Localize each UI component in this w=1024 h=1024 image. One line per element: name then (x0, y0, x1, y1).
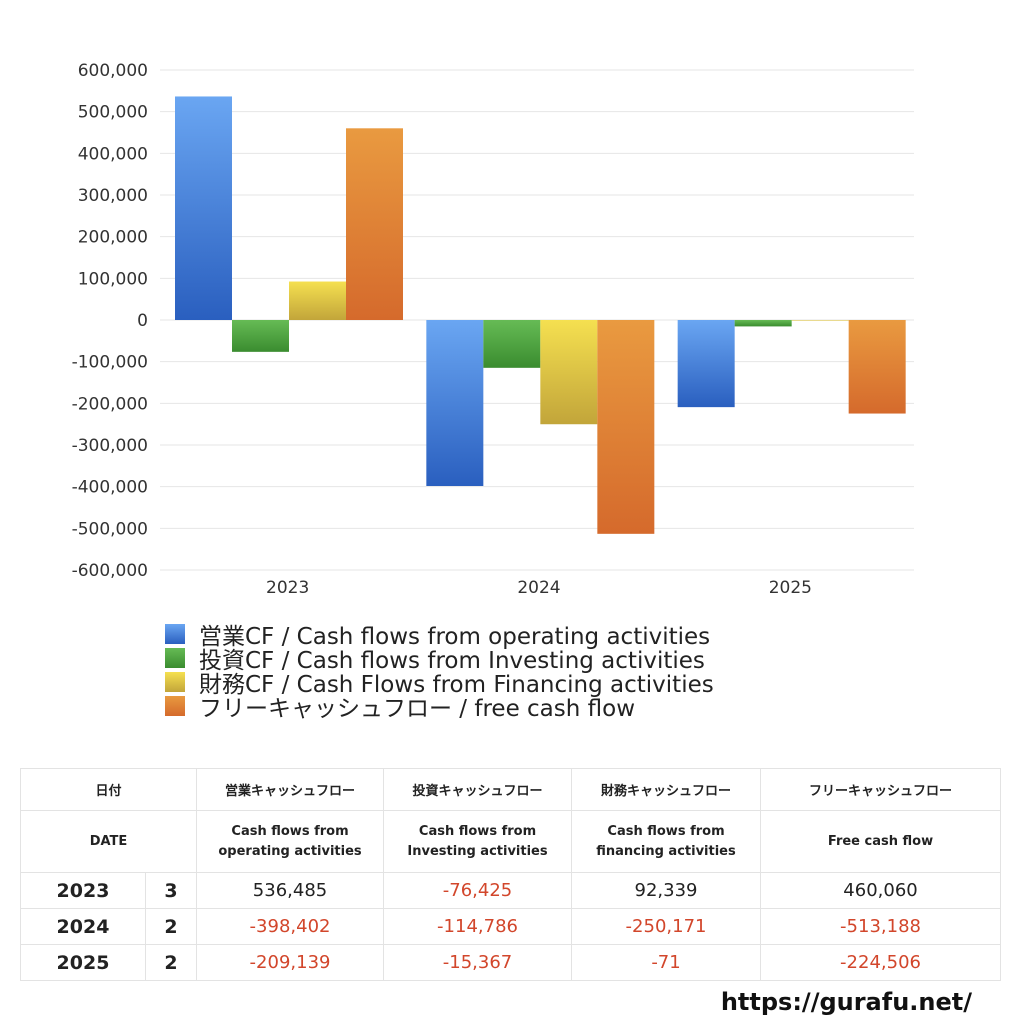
header-operating-en: Cash flows from operating activities (196, 810, 385, 873)
header-fcf-jp: フリーキャッシュフロー (760, 768, 1002, 811)
x-tick-label: 2023 (266, 578, 309, 598)
site-url[interactable]: https://gurafu.net/ (720, 988, 972, 1016)
legend-label-free-cash-flow: フリーキャッシュフロー / free cash flow (199, 696, 636, 722)
cash-flow-table: 日付 営業キャッシュフロー 投資キャッシュフロー 財務キャッシュフロー フリーキ… (19, 768, 1002, 981)
bar-2024-series-3 (597, 320, 655, 534)
bar-2024-series-0 (426, 320, 484, 487)
table-header-jp: 日付 営業キャッシュフロー 投資キャッシュフロー 財務キャッシュフロー フリーキ… (19, 768, 1002, 811)
legend-swatch-investing (165, 648, 185, 668)
row-investing: -114,786 (383, 908, 573, 945)
x-tick-label: 2025 (769, 578, 812, 598)
y-tick-label: 100,000 (78, 269, 148, 289)
row-year: 2024 (20, 908, 146, 945)
header-operating-en-line1: Cash flows from (231, 823, 349, 839)
y-tick-label: 500,000 (78, 103, 148, 123)
y-tick-label: -200,000 (72, 394, 148, 414)
row-operating: -398,402 (196, 908, 385, 945)
table-row: 2023 3 536,485 -76,425 92,339 460,060 (20, 872, 1002, 909)
x-tick-label: 2024 (517, 578, 560, 598)
y-tick-label: -600,000 (72, 561, 148, 581)
row-financing: 92,339 (571, 872, 762, 909)
row-financing: -250,171 (571, 908, 762, 945)
legend-item-free-cash-flow: フリーキャッシュフロー / free cash flow (165, 694, 714, 722)
bar-2023-series-3 (346, 128, 403, 320)
legend-item-investing: 投資CF / Cash flows from Investing activit… (165, 646, 714, 674)
header-date-en: DATE (19, 810, 198, 873)
table-row: 2025 2 -209,139 -15,367 -71 -224,506 (20, 944, 1002, 981)
header-investing-en: Cash flows from Investing activities (383, 810, 573, 873)
table-header-en: DATE Cash flows from operating activities… (19, 810, 1002, 873)
row-count: 2 (144, 908, 198, 945)
y-tick-label: -100,000 (72, 353, 148, 373)
row-operating: -209,139 (196, 944, 385, 981)
row-financing: -71 (571, 944, 762, 981)
row-investing: -15,367 (383, 944, 573, 981)
row-count: 2 (144, 944, 198, 981)
legend-swatch-free-cash-flow (165, 696, 185, 716)
legend-label-operating: 営業CF / Cash flows from operating activit… (199, 624, 711, 650)
row-investing: -76,425 (383, 872, 573, 909)
legend-label-investing: 投資CF / Cash flows from Investing activit… (199, 648, 705, 674)
header-financing-en: Cash flows from financing activities (571, 810, 762, 873)
header-operating-jp: 営業キャッシュフロー (196, 768, 385, 811)
header-financing-en-line2: financing activities (596, 843, 736, 859)
bar-2023-series-1 (232, 320, 289, 352)
row-fcf: -224,506 (760, 944, 1002, 981)
bar-2024-series-2 (540, 320, 598, 425)
row-year: 2023 (20, 872, 146, 909)
bar-2023-series-2 (289, 281, 346, 320)
chart-legend: 営業CF / Cash flows from operating activit… (165, 622, 714, 722)
bar-2023-series-0 (175, 96, 232, 320)
y-tick-label: -500,000 (72, 519, 148, 539)
legend-swatch-financing (165, 672, 185, 692)
bar-2025-series-1 (734, 320, 792, 327)
legend-label-financing: 財務CF / Cash Flows from Financing activit… (199, 672, 714, 698)
header-financing-en-line1: Cash flows from (607, 823, 725, 839)
y-tick-label: 600,000 (78, 61, 148, 81)
legend-item-financing: 財務CF / Cash Flows from Financing activit… (165, 670, 714, 698)
row-fcf: -513,188 (760, 908, 1002, 945)
y-tick-label: 300,000 (78, 186, 148, 206)
y-tick-label: 0 (137, 311, 148, 331)
header-date-jp: 日付 (19, 768, 198, 811)
header-investing-jp: 投資キャッシュフロー (383, 768, 573, 811)
y-tick-label: -300,000 (72, 436, 148, 456)
header-fcf-en: Free cash flow (760, 810, 1002, 873)
row-year: 2025 (20, 944, 146, 981)
y-tick-label: 200,000 (78, 228, 148, 248)
row-operating: 536,485 (196, 872, 385, 909)
header-investing-en-line1: Cash flows from (418, 823, 537, 839)
bar-2025-series-3 (848, 320, 906, 414)
row-fcf: 460,060 (760, 872, 1002, 909)
header-operating-en-line2: operating activities (218, 843, 362, 859)
y-tick-label: -400,000 (72, 478, 148, 498)
bar-2025-series-2 (791, 320, 849, 321)
header-investing-en-line2: Investing activities (407, 843, 548, 859)
y-tick-label: 400,000 (78, 144, 148, 164)
legend-item-operating: 営業CF / Cash flows from operating activit… (165, 622, 714, 650)
row-count: 3 (144, 872, 198, 909)
cash-flow-bar-chart: 600,000 500,000 400,000 300,000 200,000 100,0… (72, 61, 914, 598)
legend-swatch-operating (165, 624, 185, 644)
bar-2025-series-0 (677, 320, 735, 408)
header-financing-jp: 財務キャッシュフロー (571, 768, 762, 811)
table-row: 2024 2 -398,402 -114,786 -250,171 -513,1… (20, 908, 1002, 945)
bar-2024-series-1 (483, 320, 541, 368)
